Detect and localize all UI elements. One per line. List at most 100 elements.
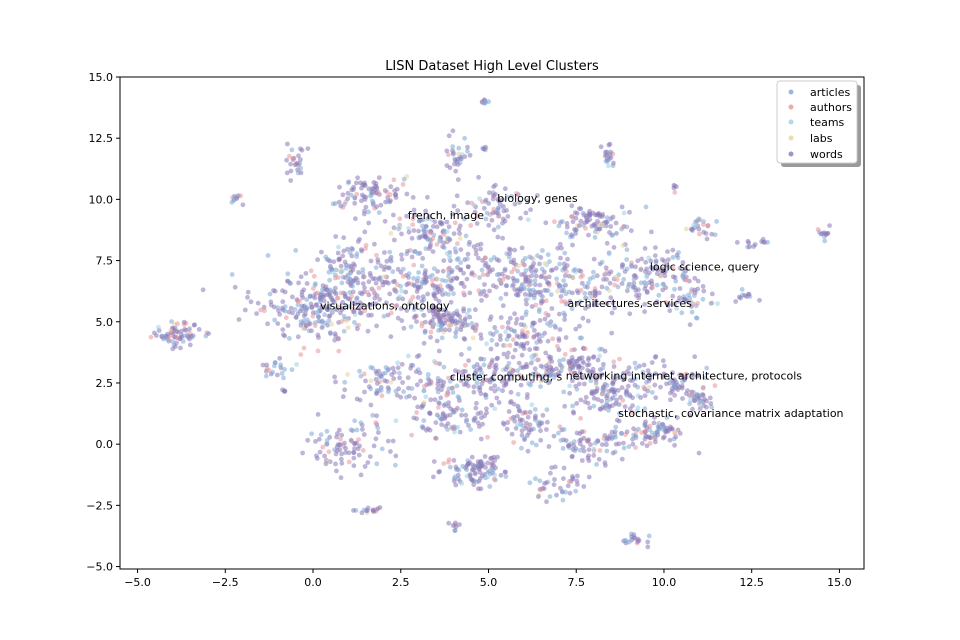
point-words (505, 325, 511, 331)
point-words (627, 393, 633, 399)
point-articles (323, 254, 329, 260)
point-authors (335, 275, 341, 280)
x-tick-label: 5.0 (480, 576, 498, 589)
point-authors (514, 191, 519, 196)
point-words (296, 280, 301, 286)
point-words (577, 441, 583, 447)
point-words (298, 170, 304, 176)
point-articles (561, 310, 567, 316)
point-words (384, 300, 389, 306)
point-words (608, 269, 614, 275)
point-words (380, 282, 386, 288)
point-articles (324, 441, 330, 447)
point-words (418, 378, 423, 384)
point-words (692, 275, 698, 281)
point-words (415, 404, 421, 410)
point-articles (463, 233, 469, 239)
point-labs (435, 276, 441, 282)
point-teams (525, 217, 531, 223)
point-articles (452, 246, 458, 252)
point-articles (281, 375, 286, 381)
point-articles (320, 287, 325, 292)
point-articles (445, 427, 450, 432)
point-words (680, 396, 685, 401)
point-articles (557, 358, 562, 364)
point-articles (170, 339, 176, 344)
point-articles (396, 226, 401, 232)
point-words (405, 375, 411, 381)
point-words (529, 378, 535, 384)
point-words (339, 456, 344, 462)
point-words (336, 427, 342, 433)
point-words (435, 306, 441, 312)
point-authors (712, 383, 718, 389)
point-articles (332, 201, 338, 206)
point-authors (376, 285, 382, 291)
point-articles (407, 301, 412, 307)
point-articles (442, 291, 448, 296)
point-authors (445, 459, 451, 465)
point-articles (387, 249, 393, 255)
point-words (664, 262, 670, 268)
point-articles (455, 256, 461, 261)
point-authors (461, 290, 466, 296)
point-words (352, 200, 358, 206)
point-articles (423, 246, 429, 252)
point-authors (400, 182, 406, 187)
point-words (388, 184, 394, 190)
point-words (519, 428, 525, 434)
point-words (450, 151, 456, 157)
point-words (621, 376, 627, 382)
point-words (613, 220, 619, 226)
point-words (367, 454, 373, 459)
x-tick-label: 12.5 (739, 576, 764, 589)
point-articles (486, 468, 492, 474)
point-words (420, 425, 426, 431)
point-authors (520, 261, 526, 266)
point-words (300, 450, 305, 456)
point-words (634, 293, 639, 298)
point-words (370, 202, 376, 207)
point-teams (597, 353, 602, 359)
point-words (435, 386, 440, 391)
point-articles (421, 418, 427, 424)
point-words (502, 268, 508, 273)
point-authors (689, 392, 695, 397)
point-words (604, 301, 610, 306)
point-articles (642, 406, 648, 412)
point-words (571, 443, 577, 448)
point-articles (561, 357, 566, 362)
point-words (261, 304, 267, 310)
point-articles (626, 539, 632, 545)
point-words (340, 253, 346, 259)
point-articles (503, 474, 509, 479)
point-words (351, 463, 357, 469)
point-articles (649, 430, 655, 436)
point-articles (559, 364, 565, 369)
point-words (561, 476, 566, 481)
point-words (362, 464, 368, 469)
point-words (453, 330, 459, 335)
point-teams (455, 424, 461, 430)
point-articles (469, 321, 475, 326)
point-words (542, 481, 547, 486)
point-words (492, 383, 498, 389)
point-words (518, 382, 524, 388)
point-words (304, 281, 310, 286)
point-words (670, 274, 676, 280)
point-authors (500, 324, 505, 330)
point-words (355, 175, 360, 181)
point-words (645, 544, 651, 550)
point-authors (507, 343, 513, 348)
point-articles (383, 370, 388, 376)
point-words (288, 168, 294, 174)
point-articles (313, 281, 318, 287)
point-words (551, 433, 557, 439)
point-words (649, 229, 654, 235)
point-words (373, 301, 379, 307)
point-words (505, 420, 511, 425)
point-words (524, 340, 530, 346)
point-words (666, 257, 671, 263)
point-words (677, 372, 683, 378)
point-words (368, 402, 374, 408)
